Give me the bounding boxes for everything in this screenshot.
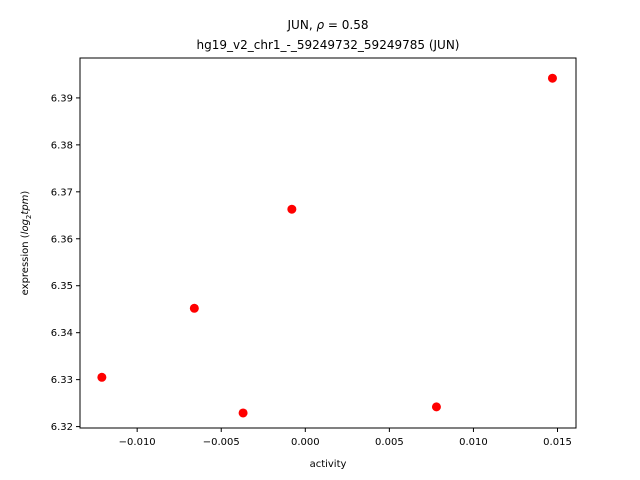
data-point (189, 303, 199, 313)
data-point (97, 372, 107, 382)
y-tick-label: 6.37 (51, 187, 73, 198)
y-axis-label-prefix: expression ( (20, 234, 31, 295)
x-axis-label: activity (310, 459, 347, 470)
y-tick-label: 6.33 (51, 375, 73, 386)
x-tick-label: 0.010 (459, 437, 488, 448)
y-axis-label: expression (log2tpm) (20, 191, 33, 296)
title-rho-symbol: ρ (316, 18, 324, 32)
y-tick-label: 6.36 (51, 234, 73, 245)
x-tick-label: −0.005 (203, 437, 240, 448)
x-tick-label: −0.010 (119, 437, 156, 448)
x-tick-label: 0.000 (291, 437, 320, 448)
x-tick-label: 0.015 (543, 437, 572, 448)
y-tick-label: 6.38 (51, 140, 73, 151)
chart-subtitle: hg19_v2_chr1_-_59249732_59249785 (JUN) (197, 38, 460, 52)
data-point (547, 73, 557, 83)
x-tick-label: 0.005 (375, 437, 404, 448)
title-rho-value: 0.58 (342, 18, 369, 32)
y-axis-label-sub: 2 (25, 215, 33, 219)
chart-title: JUN, ρ = 0.58 (287, 18, 369, 32)
title-separator: , (309, 18, 317, 32)
y-tick-label: 6.32 (51, 422, 73, 433)
y-tick-label: 6.35 (51, 281, 73, 292)
plot-area-frame (79, 57, 577, 429)
data-point (287, 204, 297, 214)
x-axis: −0.010 −0.005 0.000 0.005 0.010 0.015 (119, 428, 572, 448)
y-axis-label-suffix: ) (20, 191, 31, 195)
title-equals: = (324, 18, 342, 32)
title-gene: JUN (287, 18, 309, 32)
y-axis-label-log: log (20, 219, 31, 234)
y-tick-label: 6.39 (51, 93, 73, 104)
data-point (238, 408, 248, 418)
data-points (97, 73, 557, 418)
y-axis-label-tpm: tpm (20, 194, 31, 214)
y-tick-label: 6.34 (51, 328, 73, 339)
data-point (431, 402, 441, 412)
y-axis: 6.32 6.33 6.34 6.35 6.36 6.37 6.38 6.39 (51, 93, 80, 433)
